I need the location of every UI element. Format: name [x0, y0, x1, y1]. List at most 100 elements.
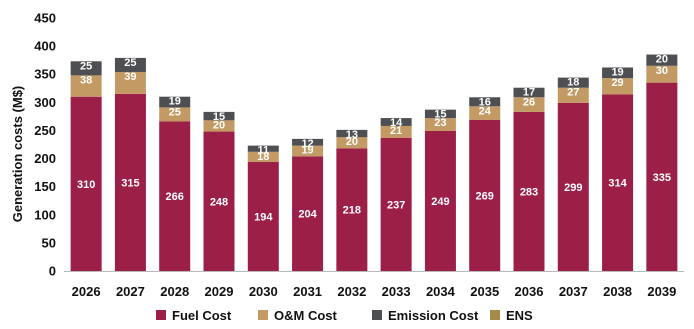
bar-segment-fuel-cost — [469, 119, 501, 271]
bar-segment-o-m-cost — [203, 120, 235, 132]
data-label: 26 — [523, 96, 535, 108]
y-tick-label: 100 — [34, 207, 56, 222]
bar-segment-fuel-cost — [602, 94, 634, 271]
legend-label-o-m-cost: O&M Cost — [274, 308, 338, 323]
data-label: 21 — [390, 125, 402, 137]
bar-stack-2026: 310 38 25 — [70, 60, 102, 271]
bar-segment-o-m-cost — [646, 65, 678, 83]
bar-segment-fuel-cost — [336, 148, 368, 271]
data-label: 39 — [124, 71, 136, 83]
data-label: 194 — [254, 211, 273, 223]
x-tick-label: 2034 — [426, 284, 456, 299]
y-tick-label: 250 — [34, 123, 56, 138]
data-label: 19 — [611, 66, 623, 78]
data-label: 11 — [257, 145, 269, 157]
x-tick-label: 2029 — [205, 284, 234, 299]
bar-segment-fuel-cost — [70, 96, 102, 271]
data-label: 310 — [77, 179, 95, 191]
bar-segment-o-m-cost — [159, 107, 191, 122]
x-tick-label: 2028 — [160, 284, 189, 299]
legend-label-fuel-cost: Fuel Cost — [172, 308, 232, 323]
legend-label-ens: ENS — [506, 308, 533, 323]
bar-segment-o-m-cost — [602, 78, 634, 95]
data-label: 19 — [169, 96, 181, 108]
data-label: 17 — [523, 87, 535, 99]
data-label: 248 — [210, 196, 228, 208]
legend-swatch-emission-cost — [372, 310, 382, 320]
data-label: 269 — [476, 190, 494, 202]
bar-segment-emission-cost — [203, 111, 235, 121]
bar-segment-emission-cost — [469, 97, 501, 107]
bar-segment-emission-cost — [70, 61, 102, 76]
y-axis: 0 50 100 150 200 250 300 350 400 450 — [34, 11, 56, 279]
data-label: 25 — [124, 57, 136, 69]
bar-segment-fuel-cost — [292, 156, 324, 271]
y-tick-label: 200 — [34, 151, 56, 166]
data-label: 15 — [213, 111, 225, 123]
bar-segment-emission-cost — [602, 67, 634, 79]
legend-swatch-ens — [490, 310, 500, 320]
x-tick-label: 2033 — [382, 284, 411, 299]
bar-segment-fuel-cost — [114, 93, 146, 272]
data-label: 218 — [343, 205, 361, 217]
data-label: 18 — [567, 77, 579, 89]
bar-segment-fuel-cost — [424, 131, 456, 271]
data-label: 15 — [434, 109, 446, 121]
data-label: 25 — [169, 106, 181, 118]
data-label: 12 — [301, 138, 313, 150]
bar-segment-fuel-cost — [247, 161, 279, 271]
data-label: 20 — [346, 136, 358, 148]
data-label: 14 — [390, 117, 403, 129]
bar-segment-o-m-cost — [114, 71, 146, 94]
bar-segment-emission-cost — [336, 129, 368, 138]
data-label: 19 — [301, 145, 313, 157]
legend-swatch-o-m-cost — [258, 310, 268, 320]
bar-segment-o-m-cost — [70, 75, 102, 97]
data-label: 16 — [479, 96, 491, 108]
bar-segment-fuel-cost — [646, 82, 678, 272]
bar-segment-o-m-cost — [247, 151, 279, 162]
x-tick-label: 2027 — [116, 284, 145, 299]
y-tick-label: 350 — [34, 67, 56, 82]
y-tick-label: 50 — [42, 235, 56, 250]
x-tick-label: 2032 — [337, 284, 366, 299]
bar-stack-2027: 315 39 25 — [114, 57, 146, 272]
x-tick-label: 2039 — [647, 284, 676, 299]
bars: 3103825315392526625192482015194181120419… — [70, 54, 678, 272]
x-tick-label: 2038 — [603, 284, 632, 299]
data-label: 38 — [80, 74, 92, 86]
bar-segment-o-m-cost — [292, 145, 324, 157]
data-label: 315 — [121, 177, 139, 189]
data-label: 25 — [80, 60, 92, 72]
bar-segment-fuel-cost — [380, 137, 412, 271]
bar-segment-emission-cost — [424, 109, 456, 119]
x-axis: 2026 2027 2028 2029 2030 2031 2032 2033 2034 2035… — [64, 271, 684, 299]
data-label: 18 — [257, 151, 269, 163]
data-label: 249 — [431, 196, 449, 208]
x-tick-label: 2031 — [293, 284, 322, 299]
data-label: 335 — [653, 172, 671, 184]
x-tick-label: 2026 — [72, 284, 101, 299]
bar-segment-emission-cost — [292, 138, 324, 146]
x-tick-label: 2030 — [249, 284, 278, 299]
bar-segment-fuel-cost — [159, 121, 191, 272]
data-label: 29 — [611, 77, 623, 89]
bar-segment-o-m-cost — [513, 97, 545, 112]
y-tick-label: 400 — [34, 39, 56, 54]
bar-segment-emission-cost — [513, 87, 545, 98]
data-label: 20 — [656, 54, 668, 66]
y-tick-label: 450 — [34, 11, 56, 26]
legend-label-emission-cost: Emission Cost — [388, 308, 479, 323]
x-tick-label: 2037 — [559, 284, 588, 299]
y-tick-label: 300 — [34, 95, 56, 110]
y-tick-label: 150 — [34, 179, 56, 194]
bar-segment-emission-cost — [159, 96, 191, 108]
